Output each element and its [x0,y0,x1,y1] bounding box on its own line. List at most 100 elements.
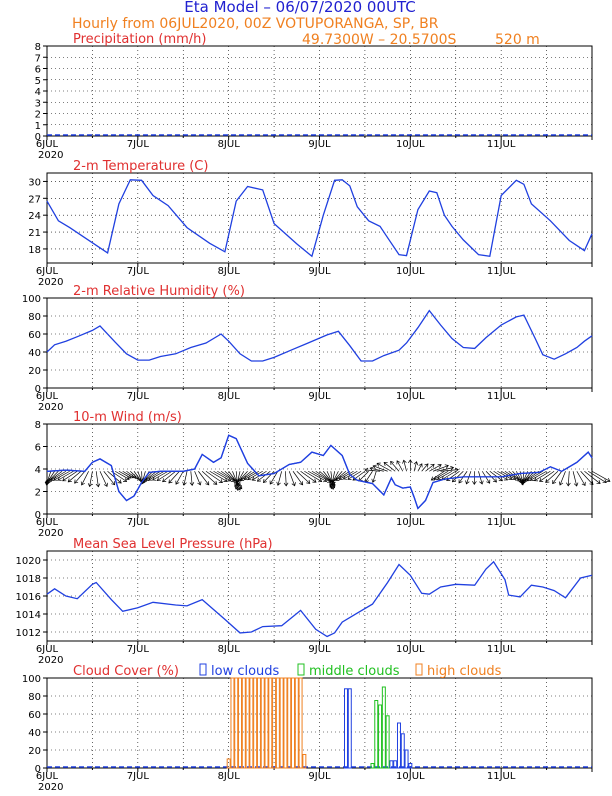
cloud-bar-high-clouds [299,678,302,768]
wind-arrow [285,471,286,486]
legend-label: high clouds [427,664,502,679]
x-tick-label: 7JUL [127,644,150,655]
y-tick-label: 4 [35,87,41,98]
cloud-bar-low-clouds [401,734,404,768]
legend-swatch [200,664,206,675]
legend-swatch [416,664,422,675]
x-tick-label: 8JUL [218,391,241,402]
x-tick-label: 10JUL [396,644,425,655]
y-tick-label: 1018 [16,574,41,585]
x-tick-label: 11JUL [487,391,516,402]
wind-arrow [391,461,399,471]
x-tick-label: 7JUL [127,517,150,528]
legend-label: middle clouds [309,664,400,679]
wind-arrow [191,471,192,485]
x-tick-label: 6JUL [36,517,59,528]
wind-arrow [592,471,610,481]
x-tick-label: 7JUL [127,266,150,277]
chart-subtitle: Hourly from 06JUL2020, 00Z VOTUPORANGA, … [72,16,439,32]
x-tick-label: 11JUL [487,266,516,277]
x-tick-label: 6JUL [36,266,59,277]
x-tick-label: 9JUL [308,644,331,655]
y-tick-label: 1014 [16,610,41,621]
x-tick-label: 9JUL [308,517,331,528]
cloud-bar-high-clouds [257,678,260,768]
location-coords: 49.7300W – 20.5700S [302,32,457,48]
x-tick-label: 11JUL [487,517,516,528]
cloud-bar-high-clouds [231,678,234,768]
y-tick-label: 20 [28,746,41,757]
y-tick-label: 8 [35,420,41,431]
y-tick-label: 60 [28,710,41,721]
cloud-bar-high-clouds [284,678,287,768]
x-tick-label: 7JUL [127,391,150,402]
cloud-bar-high-clouds [303,755,306,769]
x-tick-label: 9JUL [308,266,331,277]
y-tick-label: 60 [28,330,41,341]
y-tick-label: 3 [35,98,41,109]
y-tick-label: 2 [35,488,41,499]
x-tick-label: 10JUL [396,391,425,402]
cloud-bar-high-clouds [280,678,283,768]
wind-arrow [176,471,183,484]
x-year-label: 2020 [38,782,63,792]
x-tick-label: 8JUL [218,644,241,655]
y-tick-label: 8 [35,42,41,53]
cloud-bar-high-clouds [235,678,238,768]
wind-arrow-head [312,479,316,482]
y-tick-label: 6 [35,65,41,76]
wind-arrow [198,471,208,485]
wind-arrow [568,471,569,486]
cloud-bar-high-clouds [265,678,268,768]
y-tick-label: 80 [28,312,41,323]
x-tick-label: 9JUL [308,391,331,402]
y-tick-label: 80 [28,692,41,703]
cloud-bar-middle-clouds [379,705,382,768]
cloud-bar-low-clouds [345,689,348,768]
y-tick-label: 6 [35,443,41,454]
cloud-bar-low-clouds [405,750,408,768]
wind-arrow [293,471,303,485]
x-year-label: 2020 [38,655,63,666]
cloud-bar-high-clouds [288,678,291,768]
x-tick-label: 11JUL [487,139,516,150]
x-tick-label: 6JUL [36,771,59,782]
x-year-label: 2020 [38,528,63,539]
chart-title: Eta Model – 06/07/2020 00UTC [184,0,415,16]
x-tick-label: 8JUL [218,771,241,782]
x-tick-label: 8JUL [218,266,241,277]
cloud-bar-high-clouds [239,678,242,768]
x-tick-label: 9JUL [308,771,331,782]
cloud-bar-middle-clouds [386,716,389,768]
cloud-bar-high-clouds [292,678,295,768]
y-tick-label: 1020 [16,556,41,567]
cloud-bar-middle-clouds [382,687,385,768]
cloud-bar-middle-clouds [371,764,374,769]
x-tick-label: 10JUL [396,517,425,528]
cloud-bar-high-clouds [261,678,264,768]
x-tick-label: 7JUL [127,771,150,782]
y-tick-label: 1012 [16,628,41,639]
y-tick-label: 30 [28,177,41,188]
x-year-label: 2020 [38,277,63,288]
wind-arrow [202,471,217,484]
x-tick-label: 7JUL [127,139,150,150]
cloud-bar-high-clouds [269,678,272,768]
cloud-bar-high-clouds [276,678,279,768]
wind-arrow [184,471,187,485]
cloud-bar-high-clouds [246,678,249,768]
x-tick-label: 6JUL [36,391,59,402]
cloud-bar-middle-clouds [375,701,378,769]
wind-arrow [434,471,448,479]
y-tick-label: 21 [28,228,41,239]
y-tick-label: 18 [28,245,41,256]
legend-swatch [298,664,304,675]
panel-title: Mean Sea Level Pressure (hPa) [73,537,273,552]
cloud-bar-high-clouds [250,678,253,768]
cloud-bar-low-clouds [397,723,400,768]
cloud-bar-high-clouds [254,678,257,768]
x-tick-label: 8JUL [218,139,241,150]
y-tick-label: 100 [22,294,41,305]
panel-title: Precipitation (mm/h) [73,32,206,47]
